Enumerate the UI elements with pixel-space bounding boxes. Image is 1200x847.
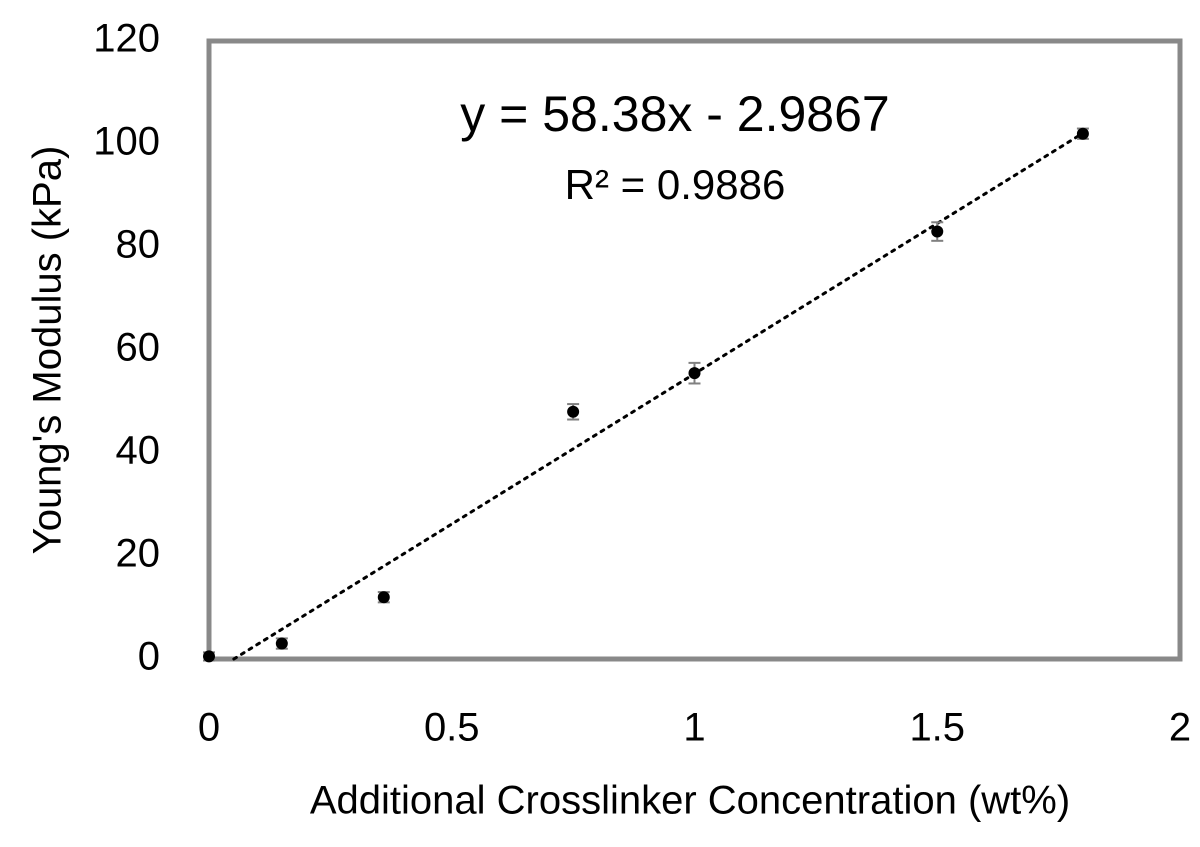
point bbox=[203, 650, 215, 663]
point bbox=[567, 405, 580, 418]
x-tick-label: 2 bbox=[1169, 706, 1191, 750]
y-tick-label: 40 bbox=[116, 429, 161, 473]
r-squared: R² = 0.9886 bbox=[565, 161, 786, 208]
point bbox=[931, 225, 944, 238]
y-tick-label: 0 bbox=[138, 635, 160, 679]
trendline bbox=[232, 131, 1085, 661]
point bbox=[377, 591, 390, 604]
x-tick-label: 1 bbox=[683, 706, 705, 750]
plot-frame bbox=[206, 38, 1183, 662]
y-tick-label: 80 bbox=[116, 223, 161, 267]
x-tick-label: 1.5 bbox=[909, 706, 965, 750]
point bbox=[275, 637, 288, 650]
x-axis-title: Additional Crosslinker Concentration (wt… bbox=[310, 779, 1070, 823]
x-tick-label: 0.5 bbox=[424, 706, 480, 750]
y-tick-label: 60 bbox=[116, 326, 161, 370]
x-tick-label: 0 bbox=[198, 706, 220, 750]
y-tick-label: 20 bbox=[116, 532, 161, 576]
y-tick-label: 120 bbox=[93, 17, 160, 61]
point bbox=[688, 367, 701, 380]
y-axis-title: Young's Modulus (kPa) bbox=[26, 146, 70, 555]
y-tick-label: 100 bbox=[93, 120, 160, 164]
point bbox=[1076, 127, 1089, 140]
trendline-equation: y = 58.38x - 2.9867 bbox=[460, 86, 889, 142]
